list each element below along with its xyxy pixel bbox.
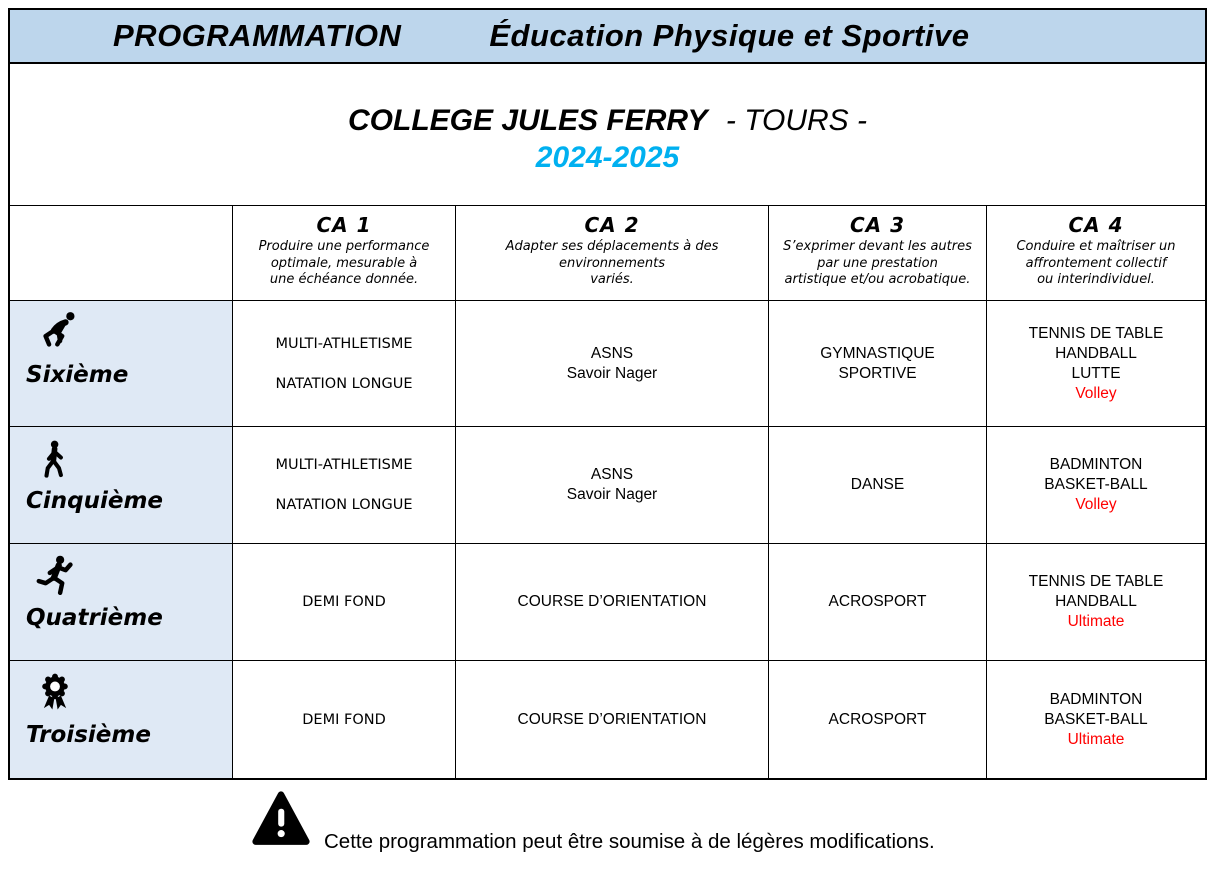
activity-item: BADMINTON [1049,690,1143,708]
sprint-start-icon [34,310,82,358]
ca4-description: Conduire et maîtriser un affrontement co… [1016,239,1176,287]
activity-item: COURSE D’ORIENTATION [517,593,707,610]
activity-item: HANDBALL [1055,593,1137,610]
activities-quatrieme-ca3: ACROSPORT [768,543,986,660]
activities-quatrieme-ca1: DEMI FOND [232,543,455,660]
class-label-text: Quatrième [26,605,163,631]
school-year: 2024-2025 [535,141,680,174]
activities-troisieme-ca1: DEMI FOND [232,660,455,778]
activity-item: GYMNASTIQUE [820,344,935,362]
activity-item: BASKET-BALL [1044,476,1148,493]
activities-cinquieme-ca4: BADMINTON BASKET-BALL Volley [986,426,1205,543]
activity-item: BADMINTON [1049,456,1143,473]
activities-troisieme-ca3: ACROSPORT [768,660,986,778]
activity-item: ASNS [590,466,634,483]
award-ribbon-icon [34,670,76,718]
ca2-title: CA 2 [584,213,640,237]
activity-item: HANDBALL [1055,344,1137,362]
activity-item: MULTI-ATHLETISME [275,457,413,473]
activities-cinquieme-ca1: MULTI-ATHLETISME NATATION LONGUE [232,426,455,543]
school-name: COLLEGE JULES FERRY [348,104,708,137]
activity-item: Ultimate [1067,613,1125,630]
activity-item: NATATION LONGUE [275,497,413,513]
activity-item: COURSE D’ORIENTATION [517,710,707,728]
activity-item: NATATION LONGUE [275,375,413,392]
programmation-table: CA 1 Produire une performance optimale, … [10,205,1205,778]
activities-sixieme-ca4: TENNIS DE TABLE HANDBALL LUTTE Volley [986,300,1205,426]
activity-item: Volley [1075,496,1117,513]
class-row-label-quatrieme: Quatrième [10,543,232,660]
page-banner: PROGRAMMATION Éducation Physique et Spor… [10,10,1205,64]
activities-cinquieme-ca2: ASNS Savoir Nager [455,426,768,543]
activity-item: MULTI-ATHLETISME [275,335,413,352]
activities-cinquieme-ca3: DANSE [768,426,986,543]
activity-item: BASKET-BALL [1044,710,1148,728]
activities-troisieme-ca2: COURSE D’ORIENTATION [455,660,768,778]
ca2-description: Adapter ses déplacements à des environne… [505,239,719,287]
activity-item: Savoir Nager [566,486,658,503]
activity-item: ACROSPORT [828,593,927,610]
activities-sixieme-ca1: MULTI-ATHLETISME NATATION LONGUE [232,300,455,426]
activity-item: Ultimate [1067,730,1125,748]
activity-item: TENNIS DE TABLE [1028,573,1164,590]
column-header-ca4: CA 4 Conduire et maîtriser un affronteme… [986,205,1205,300]
running-icon [34,553,78,601]
walking-icon [34,436,74,484]
activity-item: LUTTE [1071,364,1121,382]
activity-item: DANSE [850,476,905,493]
school-title-line: COLLEGE JULES FERRY - TOURS - [348,104,867,138]
activity-item: DEMI FOND [302,594,386,610]
column-header-ca2: CA 2 Adapter ses déplacements à des envi… [455,205,768,300]
class-row-label-troisieme: Troisième [10,660,232,778]
warning-icon [250,790,312,855]
footer-note-text: Cette programmation peut être soumise à … [324,830,935,853]
class-label-text: Sixième [26,362,129,388]
activities-troisieme-ca4: BADMINTON BASKET-BALL Ultimate [986,660,1205,778]
ca3-description: S’exprimer devant les autres par une pre… [783,239,972,287]
activities-sixieme-ca3: GYMNASTIQUE SPORTIVE [768,300,986,426]
activity-item: ASNS [590,344,634,362]
activity-item: TENNIS DE TABLE [1028,324,1164,342]
class-label-text: Cinquième [26,488,164,514]
activity-item: Volley [1075,384,1117,402]
ca1-title: CA 1 [316,213,372,237]
column-header-ca1: CA 1 Produire une performance optimale, … [232,205,455,300]
banner-title-right: Éducation Physique et Sportive [489,18,970,53]
activity-item: SPORTIVE [838,364,917,382]
banner-title-left: PROGRAMMATION [113,18,402,53]
activity-item: Savoir Nager [566,364,658,382]
footer-note-block: Cette programmation peut être soumise à … [250,790,935,855]
class-label-text: Troisième [26,722,151,748]
activities-sixieme-ca2: ASNS Savoir Nager [455,300,768,426]
class-row-label-cinquieme: Cinquième [10,426,232,543]
programmation-sheet: PROGRAMMATION Éducation Physique et Spor… [8,8,1207,780]
activities-quatrieme-ca4: TENNIS DE TABLE HANDBALL Ultimate [986,543,1205,660]
ca1-description: Produire une performance optimale, mesur… [258,239,430,287]
school-city: - TOURS - [725,104,867,137]
activity-item: DEMI FOND [302,711,386,728]
column-header-ca3: CA 3 S’exprimer devant les autres par un… [768,205,986,300]
activity-item: ACROSPORT [828,710,927,728]
activities-quatrieme-ca2: COURSE D’ORIENTATION [455,543,768,660]
header-empty-cell [10,205,232,300]
ca4-title: CA 4 [1068,213,1124,237]
title-block: COLLEGE JULES FERRY - TOURS - 2024-2025 [10,64,1205,205]
class-row-label-sixieme: Sixième [10,300,232,426]
ca3-title: CA 3 [849,213,906,237]
